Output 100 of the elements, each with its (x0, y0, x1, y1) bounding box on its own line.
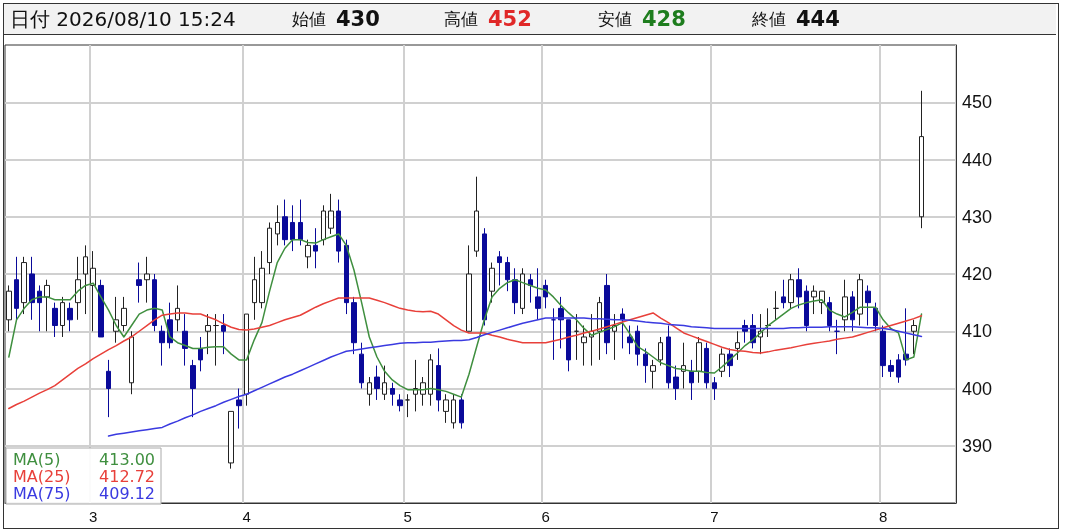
candlestick (551, 307, 556, 361)
candlestick (497, 250, 502, 286)
candlestick (865, 284, 871, 327)
candlestick (397, 393, 403, 412)
candlestick (781, 279, 786, 309)
x-tick-label: 5 (403, 508, 412, 525)
candlestick (359, 342, 364, 389)
candlestick (290, 204, 295, 252)
candlestick (390, 382, 395, 407)
text: 444 (796, 6, 840, 33)
candlestick (382, 365, 387, 401)
candlestick (83, 244, 88, 315)
candlestick (175, 284, 180, 332)
candlestick (604, 273, 610, 355)
candlestick (597, 296, 602, 361)
candlestick (673, 365, 679, 401)
y-tick-label: 420 (962, 264, 993, 284)
candlestick (221, 313, 226, 355)
candlestick (535, 267, 541, 321)
candlestick (344, 239, 349, 315)
candlestick (842, 279, 848, 332)
candlestick (213, 313, 219, 367)
candlestick (466, 244, 472, 332)
candlestick (919, 90, 924, 229)
chart-title: 日付 2026/08/10 15:24 (10, 6, 236, 33)
candlestick (528, 273, 533, 304)
x-tick-label: 6 (541, 508, 550, 525)
candlestick (14, 256, 19, 321)
text: 安値 (598, 8, 632, 31)
candlestick (52, 302, 58, 338)
candlestick (244, 313, 249, 407)
candlestick (911, 319, 917, 355)
text: 428 (642, 6, 686, 33)
candlestick (834, 319, 840, 355)
candlestick (313, 227, 318, 269)
annotation: 413.00 (99, 449, 155, 469)
candlestick (850, 290, 855, 332)
candlestick (152, 273, 157, 332)
candlestick (827, 296, 832, 332)
candlestick (643, 347, 648, 384)
candlestick (482, 227, 487, 327)
text: 430 (336, 6, 380, 33)
candlestick (374, 365, 380, 401)
text: MA(5) (13, 449, 61, 469)
candlestick (474, 176, 479, 258)
y-tick-label: 430 (962, 206, 993, 227)
candlestick (627, 325, 633, 355)
candlestick (650, 359, 656, 389)
candlestick (67, 302, 73, 332)
candlestick (37, 284, 42, 332)
candlestick (765, 307, 771, 338)
candlestick (282, 199, 288, 246)
candlestick (811, 284, 817, 315)
candlestick (252, 256, 257, 321)
candlestick (512, 267, 518, 315)
candlestick (436, 347, 441, 412)
y-tick-label: 400 (962, 378, 993, 399)
candlestick (190, 359, 196, 418)
candlestick (351, 296, 357, 355)
annotation: 409.12 (99, 483, 155, 503)
candlestick (305, 239, 311, 269)
candlestick (228, 410, 234, 470)
candlestick (574, 313, 579, 361)
candlestick (896, 353, 901, 384)
candlestick (735, 330, 740, 361)
candlestick (321, 204, 326, 246)
candlestick (505, 256, 510, 292)
candlestick (6, 284, 12, 332)
candlestick (275, 204, 280, 246)
candlestick (328, 193, 334, 235)
line-series (8, 297, 923, 410)
candlestick (696, 336, 702, 384)
candlestick (489, 262, 495, 304)
candlestick (666, 325, 671, 389)
candlestick (857, 273, 863, 327)
candlestick (367, 376, 372, 407)
candlestick (581, 325, 587, 367)
candlestick (566, 319, 571, 372)
line-series (107, 317, 923, 437)
candlestick (681, 342, 686, 389)
y-tick-label: 450 (962, 92, 993, 113)
candlestick (428, 353, 433, 407)
x-tick-label: 3 (89, 508, 98, 525)
candlestick (298, 199, 303, 246)
candlestick (712, 376, 717, 401)
candlestick (451, 393, 456, 430)
candlestick (29, 256, 35, 321)
candlestick (136, 262, 142, 304)
candlestick (888, 359, 894, 378)
y-tick-label: 390 (962, 435, 993, 456)
candlestick (106, 359, 111, 418)
text: 始値 (292, 8, 326, 31)
candlestick (689, 359, 694, 401)
candlestick (75, 256, 81, 321)
y-tick-label: 410 (962, 321, 993, 342)
candlestick (336, 199, 341, 264)
candlestick (773, 290, 779, 321)
x-tick-label: 8 (878, 508, 888, 525)
candlestick (420, 376, 426, 407)
candlestick (658, 336, 663, 367)
